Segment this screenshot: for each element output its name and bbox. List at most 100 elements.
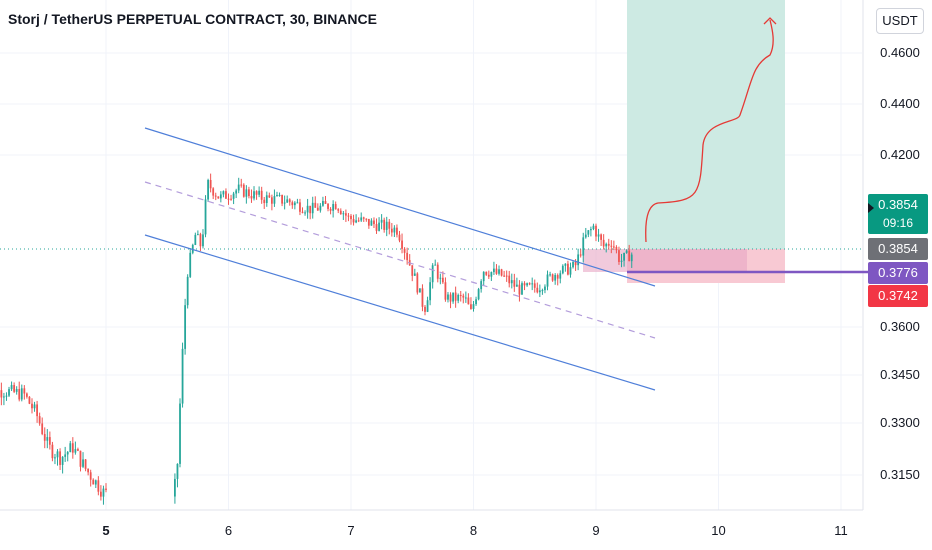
candle-body (390, 228, 393, 233)
candle-body (513, 280, 516, 287)
candle-body (189, 252, 192, 277)
candle-body (288, 199, 291, 203)
candle-body (595, 225, 597, 237)
x-tick-label: 11 (834, 523, 848, 538)
chart-title: Storj / TetherUS PERPETUAL CONTRACT, 30,… (8, 11, 377, 27)
candle-body (564, 263, 567, 266)
candle-body (299, 202, 301, 212)
candle-body (475, 299, 477, 305)
x-tick-label: 9 (592, 523, 599, 538)
y-tick-label: 0.3150 (880, 467, 920, 482)
candle-body (462, 295, 465, 298)
candle-body (344, 213, 347, 216)
candle-body (10, 385, 13, 390)
candle-body (235, 190, 238, 194)
candle-body (605, 243, 608, 247)
candle-body (612, 246, 615, 248)
candle-body (434, 264, 437, 266)
candle-body (79, 450, 82, 467)
candle-body (493, 268, 495, 273)
candle-body (97, 480, 100, 492)
currency-selector[interactable]: USDT (876, 8, 924, 34)
candle-body (556, 275, 559, 279)
candle-body (20, 388, 23, 400)
candle-body (0, 390, 3, 398)
candle-body (444, 282, 447, 300)
candle-body (23, 388, 26, 394)
candle-body (253, 191, 255, 199)
candle-body (365, 218, 368, 220)
candle-body (546, 274, 549, 287)
candle-body (551, 274, 554, 281)
y-axis: 0.4600 0.4400 0.4200 0.3600 0.3450 0.3300 0.31… (880, 45, 920, 482)
price-badge-stop (868, 285, 928, 307)
candle-body (191, 244, 194, 253)
y-tick-label: 0.3300 (880, 415, 920, 430)
channel-upper-line[interactable] (144, 127, 656, 287)
candle-body (316, 207, 319, 211)
candle-body (561, 265, 564, 274)
candle-body (33, 404, 36, 409)
candle-body (309, 205, 312, 214)
candle-body (255, 191, 258, 195)
candle-body (584, 234, 587, 238)
candle-body (245, 189, 248, 197)
candle-body (51, 444, 54, 459)
candle-body (567, 263, 569, 275)
channel-lower-line[interactable] (144, 234, 656, 391)
candle-body (66, 452, 69, 455)
candle-body (419, 288, 421, 293)
candle-body (204, 199, 207, 235)
candle-body (56, 451, 59, 458)
candle-body (270, 197, 273, 204)
candle-body (304, 212, 306, 214)
candle-body (589, 229, 592, 231)
candle-body (202, 234, 204, 247)
candle-body (329, 208, 332, 211)
candle-body (214, 195, 217, 197)
candle-body (523, 283, 526, 286)
candle-body (15, 389, 18, 392)
candle-body (357, 220, 360, 222)
candle-body (477, 289, 480, 300)
candle-body (572, 262, 574, 268)
projection-arrow-path[interactable] (645, 19, 774, 243)
candle-body (334, 204, 337, 210)
candle-body (375, 224, 378, 231)
candle-body (549, 274, 551, 276)
y-tick-label: 0.3450 (880, 367, 920, 382)
candle-body (43, 434, 46, 441)
price-badge-label: 0.3742 (878, 288, 918, 303)
channel-midline[interactable] (144, 181, 656, 339)
candle-body (232, 193, 235, 199)
x-axis: 5 6 7 8 9 10 11 (102, 523, 847, 538)
candle-body (370, 220, 373, 226)
candle-body (219, 194, 222, 199)
candle-body (87, 468, 90, 473)
candle-body (498, 269, 500, 274)
candle-body (431, 265, 434, 283)
candle-body (184, 305, 187, 349)
candle-body (393, 227, 396, 233)
candle-body (61, 456, 64, 465)
candle-body (467, 297, 470, 305)
price-badge-countdown: 09:16 (883, 216, 913, 230)
candle-body (480, 281, 483, 290)
candle-body (8, 389, 10, 396)
candle-body (398, 234, 401, 241)
candle-body (283, 202, 286, 204)
candle-body (421, 288, 424, 307)
candle-body (94, 480, 97, 485)
candle-body (441, 277, 444, 283)
candle-body (18, 389, 21, 400)
candle-body (327, 203, 329, 209)
candle-body (209, 180, 212, 189)
candle-body (319, 205, 322, 211)
candle-body (332, 204, 335, 211)
entry-highlight (583, 249, 747, 272)
candle-body (554, 275, 557, 281)
candle-body (186, 276, 189, 306)
candle-body (559, 273, 562, 279)
candle-body (13, 385, 16, 392)
